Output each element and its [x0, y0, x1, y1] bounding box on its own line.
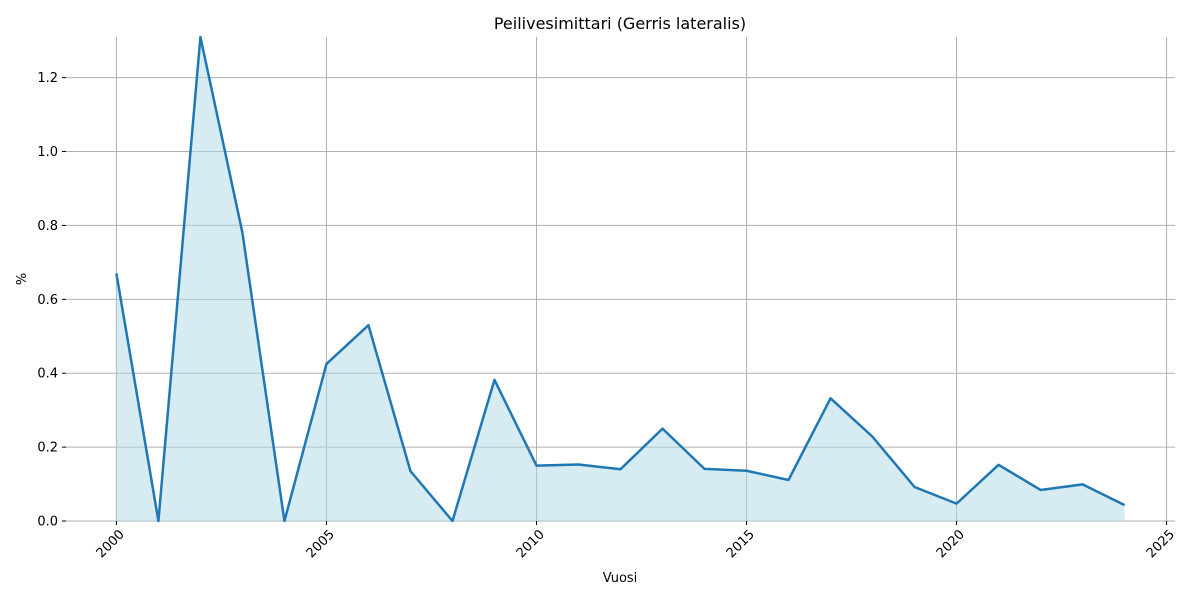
x-tick-label: 2020: [934, 527, 968, 561]
y-tick-label: 0.2: [37, 441, 58, 456]
area-fill: [116, 37, 1125, 521]
y-axis: 0.0 0.2 0.4 0.6 0.8 1.0 1.2: [37, 71, 66, 530]
y-tick-label: 0.4: [37, 367, 58, 382]
x-axis-title: Vuosi: [603, 571, 638, 586]
y-axis-title: %: [15, 273, 30, 285]
x-tick-label: 2000: [94, 527, 128, 561]
y-tick-label: 0.6: [37, 293, 58, 308]
x-tick-label: 2025: [1144, 527, 1178, 561]
y-tick-label: 0.8: [37, 219, 58, 234]
y-tick-label: 1.0: [37, 145, 58, 160]
series-line: [115, 35, 1126, 523]
chart-title: Peilivesimittari (Gerris lateralis): [494, 14, 746, 33]
y-tick-label: 1.2: [37, 71, 58, 86]
x-axis: 2000 2005 2010 2015 2020 2025: [94, 521, 1178, 561]
x-tick-label: 2005: [304, 527, 338, 561]
x-tick-label: 2015: [724, 527, 758, 561]
x-tick-label: 2010: [514, 527, 548, 561]
y-tick-label: 0.0: [37, 515, 58, 530]
